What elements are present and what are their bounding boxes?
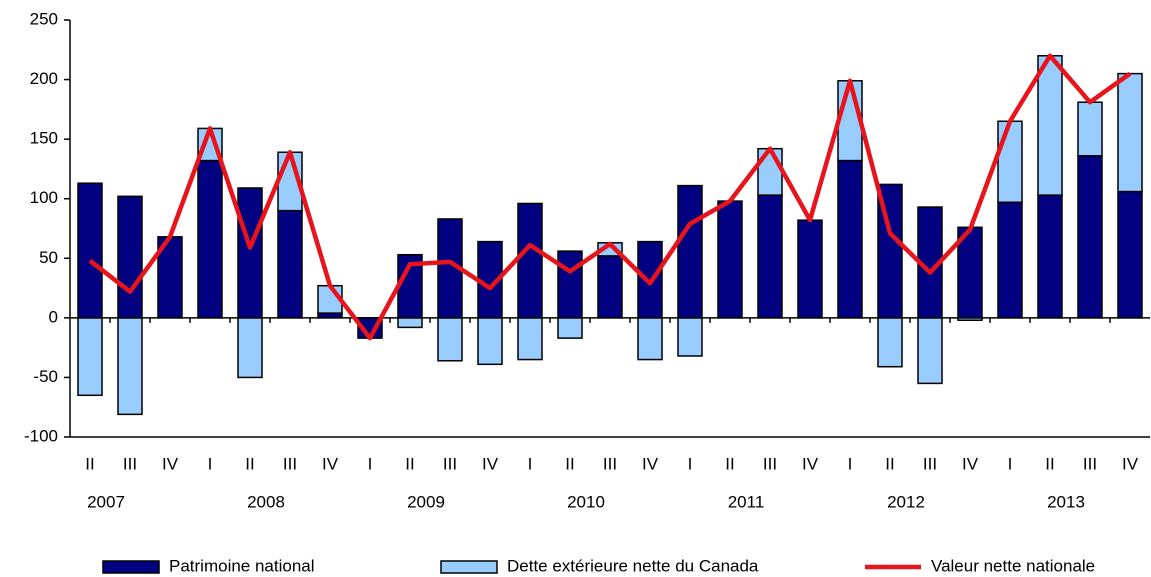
legend-swatch [440, 560, 498, 574]
bar [837, 80, 863, 162]
legend-label: Valeur nette nationale [931, 556, 1095, 575]
bar [157, 236, 183, 319]
x-tick-label: II [1045, 454, 1054, 473]
bar [757, 147, 783, 196]
year-label: 2007 [87, 492, 125, 511]
x-tick-label: I [848, 454, 853, 473]
x-tick-label: II [405, 454, 414, 473]
x-tick-label: II [85, 454, 94, 473]
bar [1037, 54, 1063, 196]
bar [557, 250, 583, 319]
bar [397, 317, 423, 329]
bar [797, 219, 823, 319]
bar [277, 209, 303, 319]
bar [1117, 190, 1143, 319]
bar [717, 200, 743, 319]
bar [1077, 155, 1103, 319]
y-tick-label: 150 [30, 129, 58, 148]
bar [837, 159, 863, 319]
bar [557, 317, 583, 339]
y-tick-label: 250 [30, 9, 58, 28]
x-tick-label: IV [322, 454, 339, 473]
y-tick-label: -50 [33, 367, 58, 386]
bar [637, 317, 663, 361]
x-tick-label: IV [162, 454, 179, 473]
bar [517, 202, 543, 319]
x-tick-label: III [923, 454, 937, 473]
x-tick-label: IV [642, 454, 659, 473]
y-tick-label: 100 [30, 188, 58, 207]
bar [997, 120, 1023, 204]
bar [877, 317, 903, 368]
x-tick-label: IV [962, 454, 979, 473]
year-label: 2011 [728, 492, 765, 511]
year-label: 2009 [407, 492, 445, 511]
year-label: 2012 [887, 492, 925, 511]
bar [597, 255, 623, 319]
x-tick-label: II [725, 454, 734, 473]
bar [437, 317, 463, 362]
bar [997, 201, 1023, 319]
x-tick-label: III [443, 454, 457, 473]
bar [197, 159, 223, 319]
line [88, 53, 1132, 341]
x-tick-label: I [688, 454, 693, 473]
bar [77, 182, 103, 319]
y-tick-label: -100 [24, 426, 58, 445]
x-tick-label: III [283, 454, 297, 473]
bar [677, 317, 703, 357]
bar [237, 187, 263, 319]
x-tick-label: III [1083, 454, 1097, 473]
y-tick-label: 0 [49, 307, 58, 326]
x-tick-label: III [123, 454, 137, 473]
x-tick-label: I [208, 454, 213, 473]
x-tick-label: III [603, 454, 617, 473]
y-tick-label: 50 [39, 248, 58, 267]
x-tick-label: IV [1122, 454, 1139, 473]
year-label: 2010 [567, 492, 605, 511]
legend-label: Dette extérieure nette du Canada [507, 556, 759, 575]
bar [677, 184, 703, 319]
bar [1077, 101, 1103, 157]
y-tick-label: 200 [30, 69, 58, 88]
x-tick-label: II [245, 454, 254, 473]
bar [1037, 194, 1063, 319]
bar [117, 317, 143, 416]
x-tick-label: I [368, 454, 373, 473]
legend-swatch [102, 560, 160, 574]
bar [77, 317, 103, 397]
x-tick-label: IV [802, 454, 819, 473]
bar [237, 317, 263, 379]
bar [757, 194, 783, 319]
x-tick-label: II [565, 454, 574, 473]
bar [477, 317, 503, 366]
x-tick-label: I [1008, 454, 1013, 473]
bar [117, 195, 143, 319]
bar [917, 317, 943, 385]
legend-label: Patrimoine national [169, 556, 315, 575]
x-tick-label: III [763, 454, 777, 473]
x-tick-label: IV [482, 454, 499, 473]
bar [1117, 72, 1143, 193]
year-label: 2013 [1047, 492, 1085, 511]
x-tick-label: I [528, 454, 533, 473]
x-tick-label: II [885, 454, 894, 473]
year-label: 2008 [247, 492, 285, 511]
bar [517, 317, 543, 361]
